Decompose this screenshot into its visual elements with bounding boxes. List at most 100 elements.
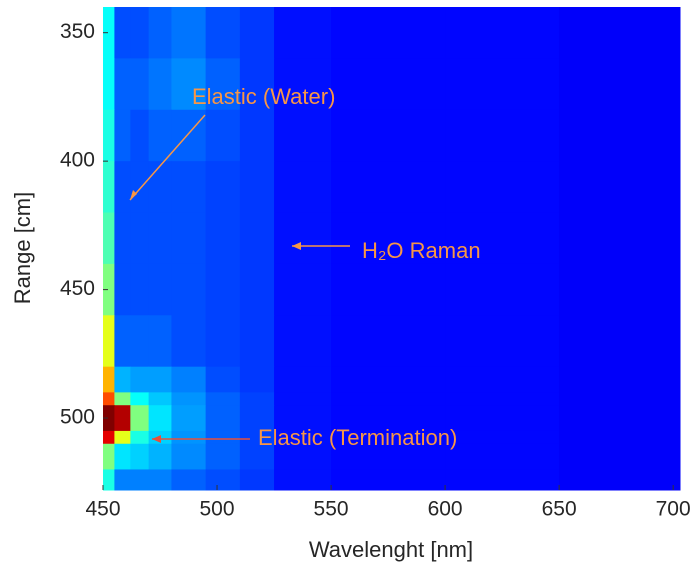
cell [114, 469, 131, 491]
cell [445, 366, 560, 393]
cell [239, 212, 275, 265]
cell [274, 443, 332, 470]
cell [445, 7, 560, 59]
cell [130, 392, 150, 406]
cell [130, 430, 150, 445]
cell [130, 315, 150, 368]
cell [205, 366, 241, 393]
cell [274, 469, 332, 491]
cell [205, 58, 241, 111]
cell [445, 109, 560, 162]
cell [130, 212, 150, 265]
cell [171, 161, 207, 214]
cell [559, 58, 681, 111]
x-tick-label: 450 [85, 498, 120, 521]
y-tick-label: 500 [60, 406, 95, 429]
cell [130, 366, 150, 393]
cell [205, 443, 241, 470]
cell [103, 315, 115, 368]
cell [148, 443, 172, 470]
cell [559, 212, 681, 265]
cell [331, 212, 446, 265]
cell [130, 443, 150, 470]
cell [148, 469, 172, 491]
cell [331, 366, 446, 393]
cell [171, 469, 207, 491]
cell [171, 405, 207, 432]
cell [148, 212, 172, 265]
cell [114, 109, 131, 162]
cell [114, 212, 131, 265]
cell [114, 263, 131, 316]
cell [171, 212, 207, 265]
cell [103, 443, 115, 470]
cell [445, 161, 560, 214]
cell [205, 430, 241, 445]
cell [103, 58, 115, 111]
cell [559, 315, 681, 368]
cell [130, 405, 150, 432]
axes: 450 500 550 600 650 700 350 400 450 500 [60, 20, 691, 520]
cell [239, 263, 275, 316]
cell [239, 443, 275, 470]
cell [103, 366, 115, 393]
cell [171, 430, 207, 445]
cell [103, 405, 115, 432]
annotation: Elastic (Termination) [258, 425, 457, 450]
cell [239, 315, 275, 368]
x-axis-label: Wavelenght [nm] [309, 537, 473, 562]
cell [331, 405, 446, 432]
cell [239, 392, 275, 406]
cell [331, 263, 446, 316]
cell [103, 392, 115, 406]
cell [445, 58, 560, 111]
cell [274, 430, 332, 445]
cell [445, 315, 560, 368]
arrowhead [292, 242, 301, 250]
cell [239, 469, 275, 491]
annotation: Elastic (Water) [192, 84, 335, 109]
cell [114, 430, 131, 445]
arrowhead [152, 435, 161, 443]
cell [331, 161, 446, 214]
cell [171, 392, 207, 406]
cell [331, 315, 446, 368]
cell [171, 263, 207, 316]
cell [239, 430, 275, 445]
cell [445, 469, 560, 491]
cell [114, 161, 131, 214]
y-tick-label: 450 [60, 277, 95, 300]
cell [130, 109, 150, 162]
cell [205, 469, 241, 491]
cell [274, 7, 332, 59]
cell [171, 443, 207, 470]
cell [205, 7, 241, 59]
cell [171, 58, 207, 111]
cell [130, 58, 150, 111]
cell [103, 109, 115, 162]
cell [559, 392, 681, 406]
cell [114, 7, 131, 59]
heatmap [103, 7, 681, 491]
cell [559, 7, 681, 59]
cell [274, 109, 332, 162]
cell [445, 430, 560, 445]
cell [130, 7, 150, 59]
cell [559, 161, 681, 214]
cell [331, 469, 446, 491]
cell [559, 443, 681, 470]
cell [148, 7, 172, 59]
cell [114, 443, 131, 470]
cell [114, 58, 131, 111]
cell [331, 392, 446, 406]
cell [445, 263, 560, 316]
cell [103, 430, 115, 445]
cell [239, 58, 275, 111]
cell [103, 212, 115, 265]
cell [148, 109, 172, 162]
cell [239, 7, 275, 59]
cell [445, 405, 560, 432]
cell [274, 366, 332, 393]
cell [171, 315, 207, 368]
